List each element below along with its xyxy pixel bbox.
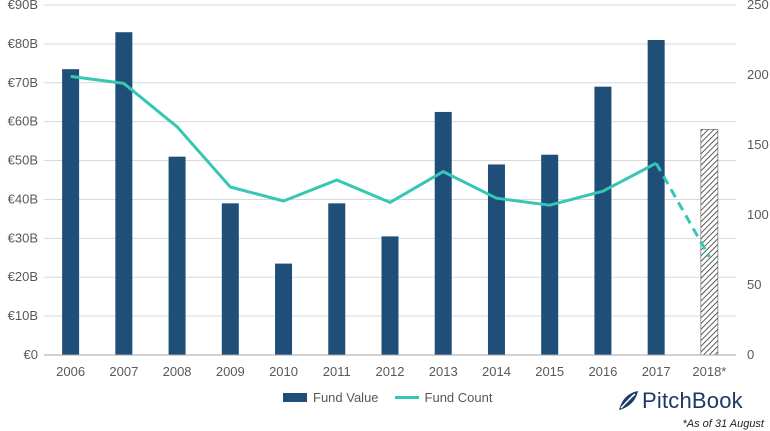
legend-swatch-fund-count [394, 396, 419, 399]
x-axis-tick-label: 2008 [163, 364, 192, 379]
right-axis-tick-label: 100 [747, 207, 769, 222]
right-axis-tick-label: 150 [747, 137, 769, 152]
x-axis-tick-label: 2006 [56, 364, 85, 379]
x-axis-tick-label: 2010 [269, 364, 298, 379]
left-axis-tick-label: €50B [8, 153, 38, 168]
bar-fund-value [487, 164, 505, 355]
right-axis-tick-label: 200 [747, 67, 769, 82]
bar-fund-value [115, 32, 133, 355]
legend: Fund Value Fund Count [283, 390, 508, 405]
left-axis-tick-label: €0 [24, 347, 38, 362]
right-axis-tick-label: 0 [747, 347, 754, 362]
left-axis-tick-label: €90B [8, 0, 38, 12]
bar-fund-value [168, 156, 186, 355]
right-axis-tick-label: 250 [747, 0, 769, 12]
left-axis-tick-label: €10B [8, 308, 38, 323]
bar-fund-value [275, 263, 293, 355]
pitchbook-logo: PitchBook [616, 388, 743, 414]
footnote: *As of 31 August [682, 418, 764, 430]
left-axis-tick-label: €40B [8, 191, 38, 206]
bar-fund-value [700, 129, 719, 356]
left-axis-tick-label: €30B [8, 230, 38, 245]
legend-label-fund-count: Fund Count [424, 390, 493, 405]
legend-item-fund-count[interactable]: Fund Count [394, 390, 493, 405]
x-axis-tick-label: 2016 [588, 364, 617, 379]
x-axis-tick-label: 2014 [482, 364, 511, 379]
right-axis-tick-label: 50 [747, 277, 761, 292]
bar-fund-value [647, 40, 665, 355]
x-axis-tick-label: 2018* [692, 364, 726, 379]
x-axis-tick-label: 2015 [535, 364, 564, 379]
x-axis-tick-label: 2017 [642, 364, 671, 379]
x-axis-tick-label: 2013 [429, 364, 458, 379]
line-fund-count-projected [654, 162, 711, 258]
x-axis-tick-label: 2011 [323, 364, 351, 379]
line-fund-count [70, 74, 657, 207]
left-axis-tick-label: €70B [8, 75, 38, 90]
x-axis-tick-label: 2012 [376, 364, 405, 379]
pitchbook-logo-text: PitchBook [642, 388, 743, 413]
pitchbook-leaf-icon [619, 391, 638, 410]
x-axis-tick-label: 2009 [216, 364, 245, 379]
x-axis-tick-label: 2007 [109, 364, 138, 379]
left-axis-tick-label: €80B [8, 36, 38, 51]
left-axis-tick-label: €20B [8, 269, 38, 284]
bar-fund-value [381, 236, 399, 355]
chart: €0 €10B €20B €30B €40B €50B €60B €70B €80B €90B 0 5… [8, 0, 769, 379]
legend-label-fund-value: Fund Value [313, 390, 379, 405]
bar-fund-value [594, 86, 612, 356]
bar-fund-value [221, 203, 239, 355]
bar-fund-value [328, 203, 346, 355]
bar-fund-value [62, 69, 80, 356]
left-axis-tick-label: €60B [8, 114, 38, 129]
legend-item-fund-value[interactable]: Fund Value [283, 390, 379, 405]
bar-fund-value [541, 154, 559, 355]
bar-fund-value [434, 111, 452, 355]
legend-swatch-fund-value [283, 393, 307, 402]
